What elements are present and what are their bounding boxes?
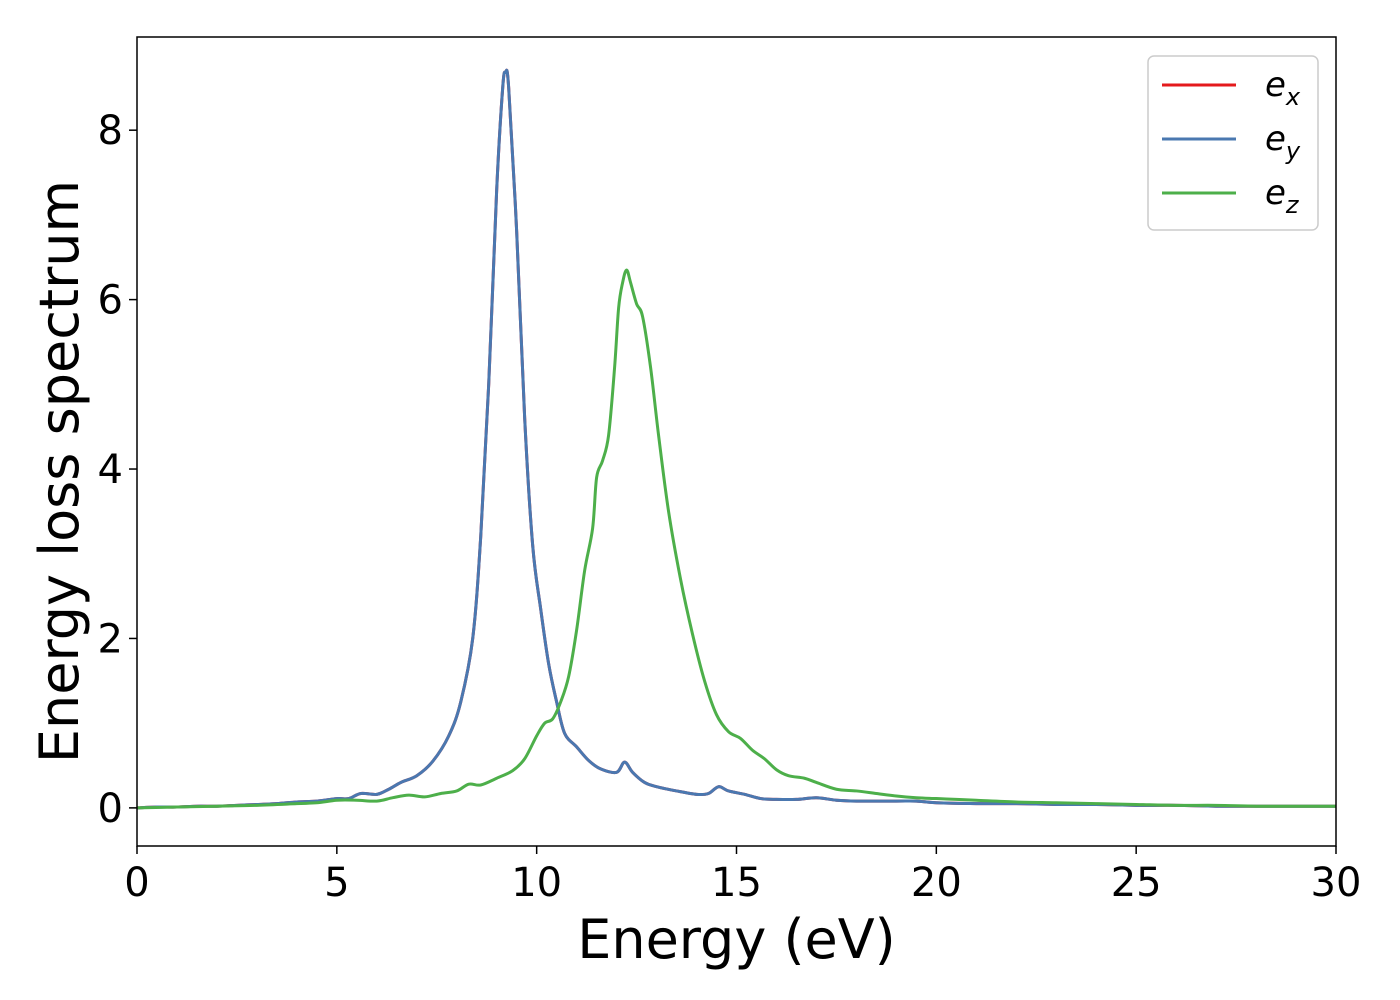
plot-lines	[137, 68, 1336, 810]
y-axis: 0 2 4 6 8	[98, 108, 137, 832]
x-tick-label: 10	[511, 860, 562, 906]
x-tick-label: 0	[124, 860, 149, 906]
y-tick-label: 0	[98, 786, 123, 832]
legend-box	[1147, 55, 1319, 231]
x-tick-label: 15	[711, 860, 762, 906]
legend: ex ey ez	[1147, 55, 1319, 231]
y-tick-label: 6	[98, 278, 123, 324]
y-tick-label: 2	[98, 616, 123, 662]
x-tick-label: 5	[324, 860, 349, 906]
y-tick-label: 8	[98, 108, 123, 154]
y-axis-title: Energy loss spectrum	[28, 180, 91, 763]
x-axis-title: Energy (eV)	[577, 908, 896, 971]
x-axis: 0 5 10 15 20 25 30	[124, 846, 1361, 906]
legend-label-x: ex	[1265, 65, 1301, 111]
x-tick-label: 25	[1111, 860, 1162, 906]
x-tick-label: 30	[1311, 860, 1362, 906]
legend-label-z: ez	[1265, 173, 1300, 219]
legend-label-y: ey	[1265, 119, 1301, 165]
series-line-z	[137, 268, 1336, 810]
y-tick-label: 4	[98, 447, 123, 493]
x-tick-label: 20	[911, 860, 962, 906]
series-line-y	[137, 68, 1336, 810]
